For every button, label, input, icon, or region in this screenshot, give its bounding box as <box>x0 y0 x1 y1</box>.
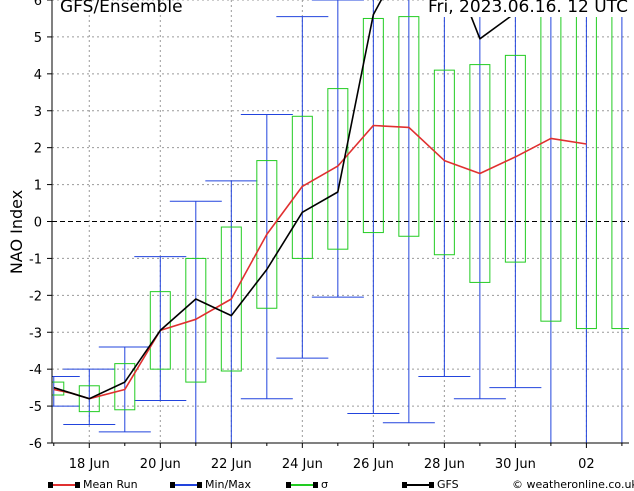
sigma-box <box>433 69 455 256</box>
gfs-line <box>53 0 527 400</box>
x-tick-label: 02 <box>578 457 595 472</box>
y-tick-label: 6 <box>34 0 42 9</box>
x-tick-label: 26 Jun <box>353 457 394 472</box>
legend-min-max-label: Min/Max <box>205 478 251 491</box>
legend: Mean Run Min/Max σ GFS © weatheronline.c… <box>0 476 634 491</box>
x-tick-label: 30 Jun <box>495 457 536 472</box>
sigma-box <box>469 64 491 283</box>
sigma-box <box>291 115 313 259</box>
y-tick-label: -6 <box>29 437 42 452</box>
sigma-box <box>52 381 65 396</box>
sigma-box <box>575 0 597 330</box>
y-tick-label: -1 <box>29 252 42 267</box>
legend-sigma-label: σ <box>321 478 328 491</box>
sigma-box <box>256 160 278 309</box>
legend-gfs-label: GFS <box>437 478 459 491</box>
run-timestamp: Fri, 2023.06.16. 12 UTC <box>426 0 630 17</box>
y-tick-label: -4 <box>29 363 42 378</box>
y-tick-label: 3 <box>34 105 42 120</box>
sigma-box <box>327 88 349 250</box>
y-tick-label: 4 <box>34 68 42 83</box>
series-lines <box>53 0 587 400</box>
y-tick-label: -2 <box>29 289 42 304</box>
sigma-box <box>504 54 526 263</box>
x-tick-label: 20 Jun <box>140 457 181 472</box>
ensemble-bars <box>52 0 629 443</box>
legend-min-max: Min/Max <box>170 478 251 491</box>
y-axis-label: NAO Index <box>7 190 26 274</box>
sigma-box <box>149 291 171 370</box>
legend-gfs: GFS <box>402 478 459 491</box>
legend-mean-run-label: Mean Run <box>83 478 138 491</box>
credit-text: © weatheronline.co.uk <box>512 478 634 491</box>
chart-title: GFS/Ensemble <box>60 0 183 17</box>
sigma-box <box>78 385 100 413</box>
y-tick-label: 2 <box>34 142 42 157</box>
y-tick-label: 5 <box>34 31 42 46</box>
sigma-box <box>540 0 562 322</box>
x-tick-label: 22 Jun <box>211 457 252 472</box>
sigma-box <box>220 226 242 372</box>
x-tick-label: 18 Jun <box>69 457 110 472</box>
y-tick-label: 1 <box>34 179 42 194</box>
y-tick-label: -3 <box>29 326 42 341</box>
mean-run-line <box>53 124 587 400</box>
sigma-box <box>185 257 207 383</box>
legend-mean-run: Mean Run <box>48 478 138 491</box>
x-tick-label: 24 Jun <box>282 457 323 472</box>
sigma-box <box>611 0 629 330</box>
grid-lines <box>52 0 629 444</box>
y-tick-label: -5 <box>29 400 42 415</box>
legend-sigma: σ <box>286 478 328 491</box>
axes: -6 -5 -4 -3 -2 -1 0 1 2 3 4 5 6 18 Jun 20 Jun 22 Jun 24 … <box>29 0 629 472</box>
y-tick-label: 0 <box>34 216 42 231</box>
x-tick-label: 28 Jun <box>424 457 465 472</box>
